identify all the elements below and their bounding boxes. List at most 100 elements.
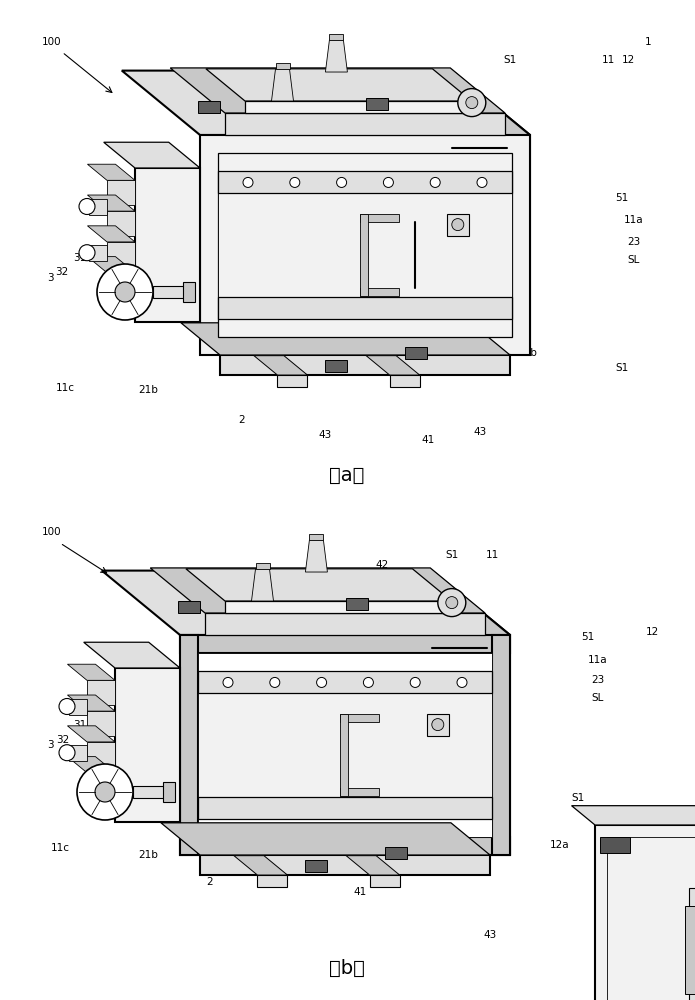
Polygon shape <box>252 569 274 601</box>
Text: 43: 43 <box>318 430 332 440</box>
Polygon shape <box>305 540 327 572</box>
Polygon shape <box>205 613 485 635</box>
Text: 32: 32 <box>56 735 70 745</box>
Polygon shape <box>88 195 135 211</box>
Polygon shape <box>390 375 420 387</box>
Polygon shape <box>197 101 220 113</box>
Circle shape <box>384 177 393 187</box>
Polygon shape <box>492 635 510 855</box>
Text: 43: 43 <box>484 930 497 940</box>
Polygon shape <box>600 837 630 853</box>
Text: 22a: 22a <box>373 785 392 795</box>
Circle shape <box>466 97 477 109</box>
Polygon shape <box>161 823 490 855</box>
Text: 21a: 21a <box>212 325 232 335</box>
Polygon shape <box>200 855 490 875</box>
Polygon shape <box>198 671 492 693</box>
Text: SL: SL <box>628 255 640 265</box>
Polygon shape <box>180 837 510 855</box>
Polygon shape <box>69 745 87 761</box>
Polygon shape <box>218 297 512 319</box>
Circle shape <box>458 89 486 117</box>
Circle shape <box>243 177 253 187</box>
Polygon shape <box>181 323 510 355</box>
Text: 43: 43 <box>619 955 632 965</box>
Polygon shape <box>107 242 135 267</box>
Polygon shape <box>87 742 115 767</box>
Polygon shape <box>153 286 188 298</box>
Text: 11: 11 <box>485 550 498 560</box>
Polygon shape <box>170 68 505 113</box>
Polygon shape <box>107 211 135 236</box>
Polygon shape <box>206 69 471 101</box>
Polygon shape <box>87 680 115 705</box>
Polygon shape <box>571 806 695 825</box>
Circle shape <box>223 677 233 687</box>
Polygon shape <box>689 888 695 1000</box>
Text: 43: 43 <box>366 630 379 640</box>
Polygon shape <box>107 273 135 297</box>
Circle shape <box>115 282 135 302</box>
Text: 21a: 21a <box>200 803 220 813</box>
Circle shape <box>452 219 464 231</box>
Polygon shape <box>277 375 307 387</box>
Text: 11b: 11b <box>388 865 408 875</box>
Polygon shape <box>325 360 348 372</box>
Text: 12a: 12a <box>550 840 570 850</box>
Text: 21b: 21b <box>138 385 158 395</box>
Polygon shape <box>346 856 400 875</box>
Text: 41: 41 <box>275 608 288 618</box>
Text: 41: 41 <box>421 435 434 445</box>
Text: 22: 22 <box>445 325 459 335</box>
Polygon shape <box>360 214 399 222</box>
Polygon shape <box>198 653 492 837</box>
Text: 32: 32 <box>56 267 69 277</box>
Polygon shape <box>218 171 512 193</box>
Circle shape <box>438 589 466 617</box>
Polygon shape <box>218 193 512 297</box>
Text: 51: 51 <box>582 632 595 642</box>
Text: 22b: 22b <box>402 773 422 783</box>
Circle shape <box>363 677 373 687</box>
Polygon shape <box>183 282 195 302</box>
Polygon shape <box>447 214 469 236</box>
Polygon shape <box>370 875 400 887</box>
Text: 1: 1 <box>645 37 651 47</box>
Polygon shape <box>340 788 379 796</box>
Text: 41: 41 <box>353 887 367 897</box>
Polygon shape <box>88 226 135 242</box>
Polygon shape <box>305 860 327 872</box>
Polygon shape <box>198 693 492 797</box>
Text: 3: 3 <box>47 740 54 750</box>
Polygon shape <box>218 153 512 337</box>
Polygon shape <box>180 635 510 653</box>
Polygon shape <box>67 695 115 711</box>
Text: 22a: 22a <box>383 313 403 323</box>
Polygon shape <box>69 698 87 714</box>
Polygon shape <box>257 875 288 887</box>
Text: 42: 42 <box>409 75 422 85</box>
Polygon shape <box>67 757 115 773</box>
Polygon shape <box>186 569 452 601</box>
Text: 23: 23 <box>591 675 605 685</box>
Polygon shape <box>384 847 407 859</box>
Polygon shape <box>198 797 492 819</box>
Text: SL: SL <box>592 693 604 703</box>
Polygon shape <box>107 180 135 205</box>
Circle shape <box>97 264 153 320</box>
Polygon shape <box>404 347 427 359</box>
Polygon shape <box>325 40 348 72</box>
Polygon shape <box>101 571 510 635</box>
Polygon shape <box>360 288 399 296</box>
Polygon shape <box>200 135 530 355</box>
Polygon shape <box>345 598 368 610</box>
Text: S1: S1 <box>571 793 584 803</box>
Text: 42: 42 <box>215 593 229 603</box>
Text: （a）: （a） <box>329 466 365 485</box>
Text: 3: 3 <box>47 273 54 283</box>
Text: 31: 31 <box>74 253 87 263</box>
Polygon shape <box>87 773 115 797</box>
Text: S1: S1 <box>503 55 516 65</box>
Text: 43: 43 <box>240 280 254 290</box>
Polygon shape <box>89 198 107 215</box>
